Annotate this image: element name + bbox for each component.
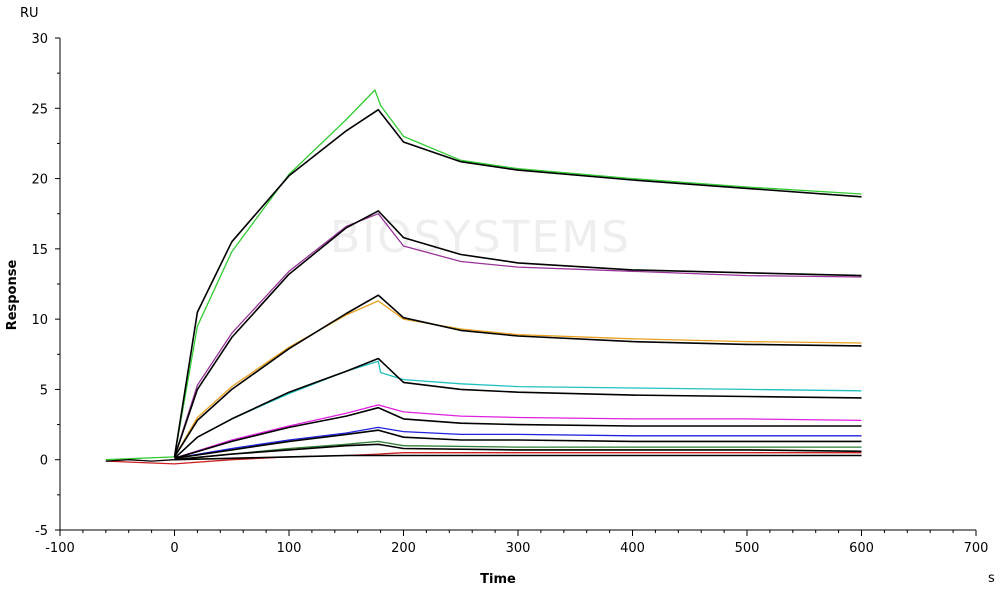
series-line-9-data xyxy=(174,404,862,459)
series-line-1-data xyxy=(105,89,862,461)
x-tick-label: 300 xyxy=(506,541,531,556)
series-line-8-fit xyxy=(173,357,862,459)
series-line-10-fit xyxy=(174,406,862,460)
series-line-14-fit xyxy=(174,443,862,461)
series-line-16-fit xyxy=(174,454,862,461)
y-tick-label: 15 xyxy=(31,243,48,258)
x-tick-label: 400 xyxy=(620,541,645,556)
y-tick-label: -5 xyxy=(35,524,48,539)
series-line-6-fit xyxy=(173,294,862,458)
y-tick-label: 30 xyxy=(31,32,48,47)
x-tick-label: 100 xyxy=(277,541,302,556)
series-layer xyxy=(105,89,862,465)
series-line-3-data xyxy=(173,213,862,458)
y-tick-label: 0 xyxy=(40,454,48,469)
y-tick-label: 10 xyxy=(31,313,48,328)
x-tick-label: 600 xyxy=(849,541,874,556)
x-tick-label: -100 xyxy=(45,541,75,556)
x-tick-label: 200 xyxy=(391,541,416,556)
axes: -5 0 5 10 15 20 25 30 -100 0 100 200 300 400 500 600 700 xyxy=(31,32,988,556)
x-unit-label: s xyxy=(988,571,995,586)
series-line-12-fit xyxy=(174,429,862,460)
series-line-5-data xyxy=(173,300,862,458)
y-tick-label: 5 xyxy=(40,383,48,398)
watermark-text: BIOSYSTEMS xyxy=(330,212,631,263)
y-tick-label: 25 xyxy=(31,102,48,117)
x-tick-label: 500 xyxy=(735,541,760,556)
x-axis-title: Time xyxy=(480,572,516,587)
series-line-4-fit xyxy=(173,210,862,458)
y-unit-label: RU xyxy=(20,6,39,21)
series-line-15-data xyxy=(105,452,862,465)
series-line-11-data xyxy=(174,426,862,459)
x-tick-label: 700 xyxy=(964,541,989,556)
y-axis-title: Response xyxy=(5,260,20,331)
series-line-17-baseline xyxy=(105,459,175,462)
series-line-2-fit xyxy=(173,108,862,458)
x-tick-label: 0 xyxy=(170,541,178,556)
y-tick-label: 20 xyxy=(31,173,48,188)
